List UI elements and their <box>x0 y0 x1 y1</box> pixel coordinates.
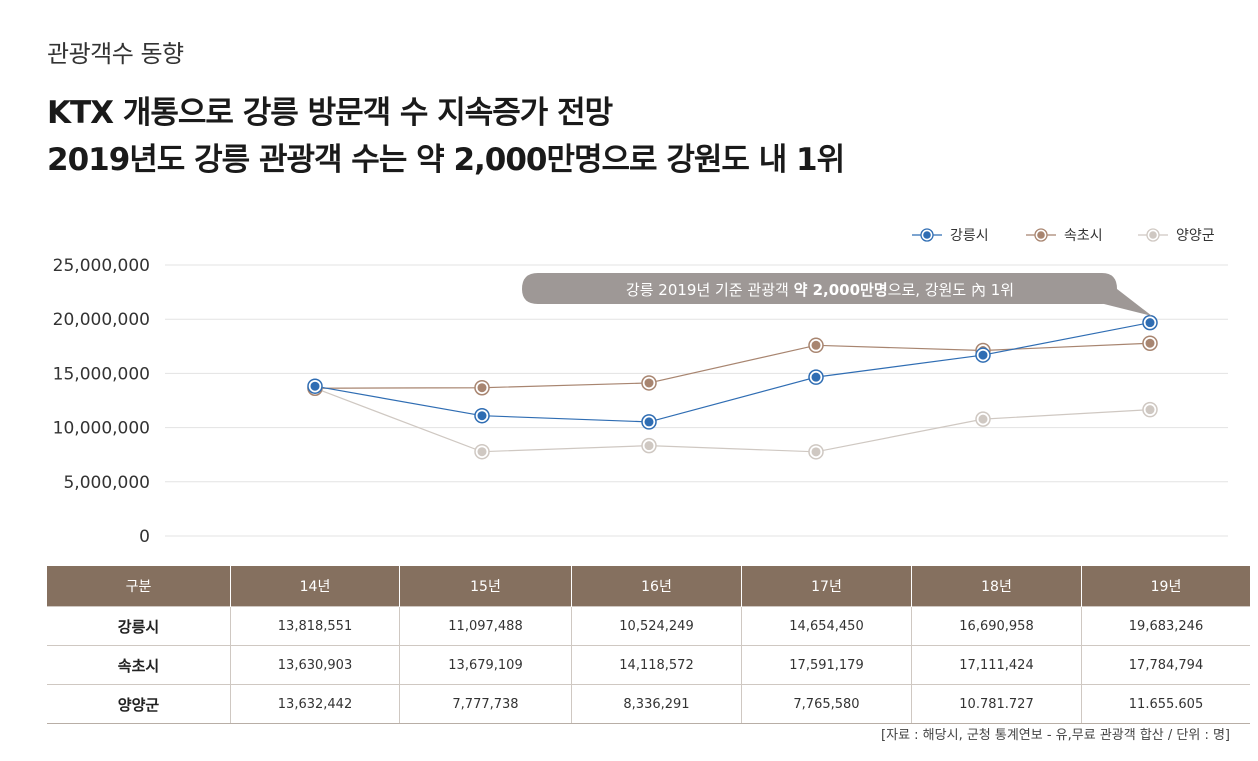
headline-line-1: KTX 개통으로 강릉 방문객 수 지속증가 전망 <box>47 95 613 131</box>
headline: KTX 개통으로 강릉 방문객 수 지속증가 전망 2019년도 강릉 관광객 … <box>47 90 845 184</box>
y-tick-label: 0 <box>139 527 150 547</box>
legend-label: 강릉시 <box>950 228 989 244</box>
table-header-cell: 17년 <box>741 566 912 607</box>
data-point-core <box>644 378 654 388</box>
callout-annotation: 강릉 2019년 기준 관광객 약 2,000만명으로, 강원도 內 1위 <box>522 273 1152 316</box>
data-point-core <box>1145 405 1155 415</box>
y-tick-label: 10,000,000 <box>53 419 150 439</box>
callout-bubble <box>522 273 1117 304</box>
row-label: 강릉시 <box>47 606 231 646</box>
data-point-core <box>1145 318 1155 328</box>
table-cell: 10,524,249 <box>571 606 742 646</box>
data-point-core <box>477 411 487 421</box>
y-tick-label: 5,000,000 <box>63 473 150 493</box>
table-row: 강릉시 13,818,551 11,097,488 10,524,249 14,654,… <box>47 606 1250 646</box>
table-cell: 7,765,580 <box>741 684 912 724</box>
table-cell: 14,118,572 <box>571 645 742 685</box>
headline-line-2: 2019년도 강릉 관광객 수는 약 2,000만명으로 강원도 내 1위 <box>47 142 845 178</box>
data-point-core <box>1145 338 1155 348</box>
table-header-cell: 14년 <box>230 566 400 607</box>
series-lines <box>314 322 1151 453</box>
data-point-core <box>310 381 320 391</box>
table-body: 강릉시 13,818,551 11,097,488 10,524,249 14,654,… <box>47 606 1250 724</box>
data-point-core <box>811 340 821 350</box>
y-axis: 0 5,000,000 10,000,000 15,000,000 20,000,000… <box>53 256 150 547</box>
series-points <box>307 314 1158 460</box>
table-cell: 11.655.605 <box>1081 684 1250 724</box>
y-tick-label: 20,000,000 <box>53 310 150 330</box>
data-point-core <box>477 447 487 457</box>
legend-marker-core <box>923 231 931 239</box>
y-tick-label: 15,000,000 <box>53 364 150 384</box>
table-cell: 13,632,442 <box>230 684 400 724</box>
chart-legend: 강릉시 속초시 양양군 <box>912 228 1215 244</box>
legend-marker-core <box>1037 231 1045 239</box>
table-cell: 17,784,794 <box>1081 645 1250 685</box>
chart-grid <box>165 264 1228 537</box>
table-cell: 7,777,738 <box>399 684 572 724</box>
callout-text-regular: 강릉 2019년 기준 관광객 <box>626 281 794 299</box>
table-cell: 13,630,903 <box>230 645 400 685</box>
table-header-cell: 16년 <box>571 566 742 607</box>
callout-text-tail: 으로, 강원도 內 1위 <box>888 281 1014 299</box>
series-line-강릉시 <box>314 322 1151 423</box>
data-table: 구분 14년 15년 16년 17년 18년 19년 강릉시 13,818,551 11,097… <box>47 566 1250 724</box>
y-tick-label: 25,000,000 <box>53 256 150 276</box>
table-cell: 17,591,179 <box>741 645 912 685</box>
table-header-cell: 15년 <box>399 566 572 607</box>
data-point-core <box>477 383 487 393</box>
series-line-양양군 <box>314 387 1151 453</box>
data-point-core <box>811 447 821 457</box>
table-header-cell: 19년 <box>1081 566 1250 607</box>
table-cell: 13,679,109 <box>399 645 572 685</box>
line-chart: 0 5,000,000 10,000,000 15,000,000 20,000,000… <box>53 228 1228 547</box>
callout-text-bold: 약 2,000만명 <box>794 281 888 299</box>
data-point-core <box>978 350 988 360</box>
table-cell: 17,111,424 <box>911 645 1082 685</box>
callout-pointer <box>1096 282 1152 316</box>
table-cell: 14,654,450 <box>741 606 912 646</box>
table-cell: 19,683,246 <box>1081 606 1250 646</box>
series-line-속초시 <box>314 342 1151 389</box>
table-header-cell: 구분 <box>47 566 231 607</box>
table-cell: 8,336,291 <box>571 684 742 724</box>
table-row: 양양군 13,632,442 7,777,738 8,336,291 7,765,580… <box>47 684 1250 724</box>
legend-label: 양양군 <box>1176 228 1215 244</box>
table-header-row: 구분 14년 15년 16년 17년 18년 19년 <box>47 566 1250 607</box>
table-cell: 16,690,958 <box>911 606 1082 646</box>
source-note: [자료 : 해당시, 군청 통계연보 - 유,무료 관광객 합산 / 단위 : … <box>881 728 1230 743</box>
table-cell: 10.781.727 <box>911 684 1082 724</box>
section-kicker: 관광객수 동향 <box>47 40 184 68</box>
table-header-cell: 18년 <box>911 566 1082 607</box>
data-point-core <box>811 372 821 382</box>
row-label: 속초시 <box>47 645 231 685</box>
legend-marker-core <box>1149 231 1157 239</box>
row-label: 양양군 <box>47 684 231 724</box>
callout-text: 강릉 2019년 기준 관광객 약 2,000만명으로, 강원도 內 1위 <box>626 281 1014 299</box>
table-row: 속초시 13,630,903 13,679,109 14,118,572 17,591,… <box>47 645 1250 685</box>
table-cell: 13,818,551 <box>230 606 400 646</box>
table-cell: 11,097,488 <box>399 606 572 646</box>
legend-label: 속초시 <box>1064 228 1103 244</box>
data-point-core <box>978 414 988 424</box>
data-point-core <box>644 441 654 451</box>
data-point-core <box>644 417 654 427</box>
